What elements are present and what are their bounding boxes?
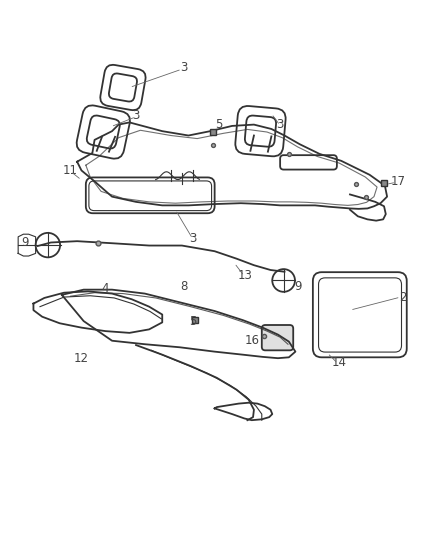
Text: 3: 3 <box>276 118 284 131</box>
Text: 3: 3 <box>180 61 188 74</box>
Text: 5: 5 <box>189 314 197 328</box>
Text: 11: 11 <box>63 164 78 177</box>
Text: 3: 3 <box>189 232 197 245</box>
Text: 12: 12 <box>74 352 89 365</box>
Text: 13: 13 <box>238 269 253 282</box>
Text: 17: 17 <box>391 175 406 188</box>
Text: 9: 9 <box>21 236 28 249</box>
Text: 4: 4 <box>102 282 109 295</box>
FancyBboxPatch shape <box>262 325 293 350</box>
Text: 9: 9 <box>294 280 301 293</box>
Text: 5: 5 <box>215 118 223 131</box>
Text: 8: 8 <box>180 280 188 293</box>
Text: 16: 16 <box>244 334 259 347</box>
Text: 3: 3 <box>132 109 140 123</box>
Text: 14: 14 <box>332 356 346 369</box>
Text: 2: 2 <box>399 290 406 304</box>
